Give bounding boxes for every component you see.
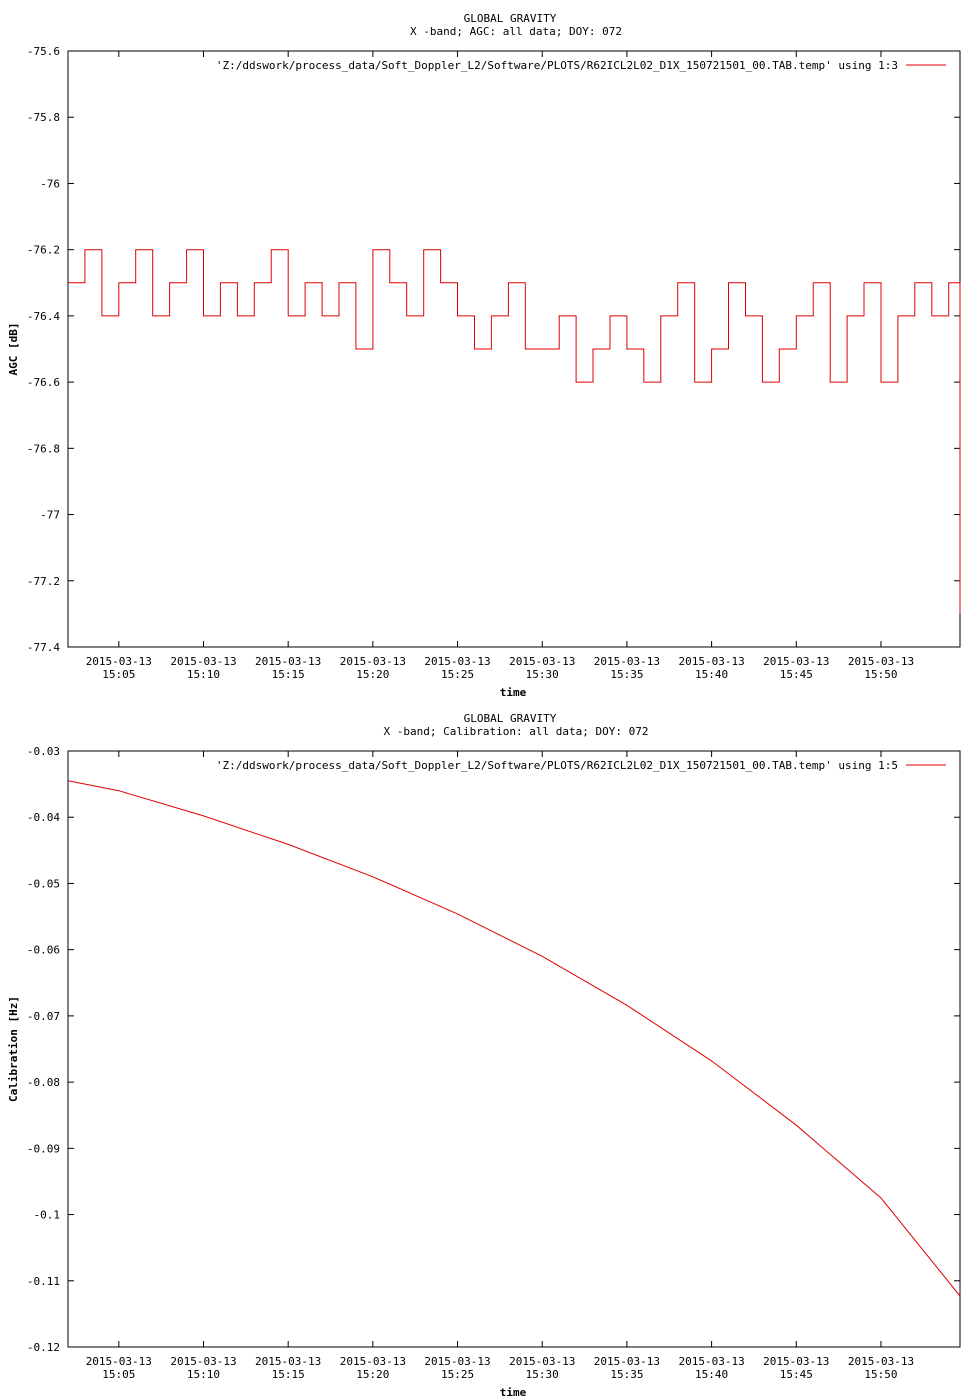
y-tick-label: -0.09 [27,1142,60,1155]
legend-label: 'Z:/ddswork/process_data/Soft_Doppler_L2… [216,759,898,772]
x-tick-label-date: 2015-03-13 [763,1355,829,1368]
x-tick-label-date: 2015-03-13 [594,1355,660,1368]
x-tick-label-time: 15:30 [526,1368,559,1381]
x-ticks: 2015-03-1315:052015-03-1315:102015-03-13… [86,751,914,1381]
x-tick-label-time: 15:35 [610,668,643,681]
calibration-chart: GLOBAL GRAVITY X -band; Calibration: all… [7,712,961,1399]
x-tick-label-time: 15:05 [102,1368,135,1381]
y-tick-label: -0.04 [27,811,60,824]
x-tick-label-time: 15:45 [780,1368,813,1381]
y-tick-label: -77 [40,509,60,522]
x-tick-label-date: 2015-03-13 [170,655,236,668]
x-tick-label-time: 15:15 [272,668,305,681]
y-tick-label: -0.05 [27,877,60,890]
x-tick-label-date: 2015-03-13 [86,1355,152,1368]
chart-subtitle: X -band; AGC: all data; DOY: 072 [410,25,622,38]
x-tick-label-date: 2015-03-13 [678,1355,744,1368]
x-tick-label-date: 2015-03-13 [86,655,152,668]
y-tick-label: -0.12 [27,1341,60,1354]
x-tick-label-date: 2015-03-13 [848,655,914,668]
y-ticks: -75.6 -75.8 -76 -76.2 -76.4 -76.6 -76.8 -77 -77.… [27,45,960,654]
x-ticks: 2015-03-1315:052015-03-1315:102015-03-13… [86,51,914,681]
x-tick-label-date: 2015-03-13 [340,1355,406,1368]
y-tick-label: -0.08 [27,1076,60,1089]
x-tick-label-date: 2015-03-13 [424,1355,490,1368]
y-axis-label: AGC [dB] [7,323,20,376]
y-ticks: -0.03 -0.04 -0.05 -0.06 -0.07 -0.08 -0.09 -0.1 -… [27,745,960,1354]
x-tick-label-date: 2015-03-13 [509,655,575,668]
x-tick-label-date: 2015-03-13 [594,655,660,668]
y-tick-label: -75.8 [27,111,60,124]
x-tick-label-time: 15:05 [102,668,135,681]
x-tick-label-date: 2015-03-13 [170,1355,236,1368]
x-axis-label: time [500,686,527,699]
x-tick-label-time: 15:45 [780,668,813,681]
x-axis-label: time [500,1386,527,1399]
y-tick-label: -0.11 [27,1275,60,1288]
x-tick-label-date: 2015-03-13 [848,1355,914,1368]
x-tick-label-date: 2015-03-13 [255,1355,321,1368]
x-tick-label-time: 15:40 [695,668,728,681]
x-tick-label-time: 15:20 [356,1368,389,1381]
x-tick-label-time: 15:35 [610,1368,643,1381]
y-tick-label: -0.1 [34,1209,61,1222]
calibration-series-line [67,780,961,1297]
x-tick-label-time: 15:25 [441,668,474,681]
y-tick-label: -75.6 [27,45,60,58]
y-axis-label: Calibration [Hz] [7,996,20,1102]
x-tick-label-time: 15:50 [864,1368,897,1381]
plot-frame [67,50,961,648]
legend-label: 'Z:/ddswork/process_data/Soft_Doppler_L2… [216,59,898,72]
y-tick-label: -0.07 [27,1010,60,1023]
agc-series-line [68,249,961,614]
x-tick-label-date: 2015-03-13 [340,655,406,668]
y-tick-label: -0.03 [27,745,60,758]
y-tick-label: -0.06 [27,944,60,957]
chart-title: GLOBAL GRAVITY [464,12,557,25]
x-tick-label-date: 2015-03-13 [509,1355,575,1368]
x-tick-label-time: 15:10 [187,1368,220,1381]
x-tick-label-date: 2015-03-13 [678,655,744,668]
y-tick-label: -77.4 [27,641,60,654]
plot-frame [67,750,961,1348]
y-tick-label: -76.8 [27,442,60,455]
y-tick-label: -76 [40,177,60,190]
agc-chart: GLOBAL GRAVITY X -band; AGC: all data; D… [7,12,961,699]
x-tick-label-time: 15:15 [272,1368,305,1381]
x-tick-label-date: 2015-03-13 [763,655,829,668]
x-tick-label-time: 15:30 [526,668,559,681]
chart-subtitle: X -band; Calibration: all data; DOY: 072 [384,725,649,738]
x-tick-label-time: 15:25 [441,1368,474,1381]
x-tick-label-time: 15:50 [864,668,897,681]
y-tick-label: -77.2 [27,575,60,588]
y-tick-label: -76.2 [27,244,60,257]
y-tick-label: -76.6 [27,376,60,389]
y-tick-label: -76.4 [27,310,60,323]
chart-title: GLOBAL GRAVITY [464,712,557,725]
x-tick-label-time: 15:40 [695,1368,728,1381]
x-tick-label-date: 2015-03-13 [424,655,490,668]
x-tick-label-date: 2015-03-13 [255,655,321,668]
x-tick-label-time: 15:20 [356,668,389,681]
x-tick-label-time: 15:10 [187,668,220,681]
